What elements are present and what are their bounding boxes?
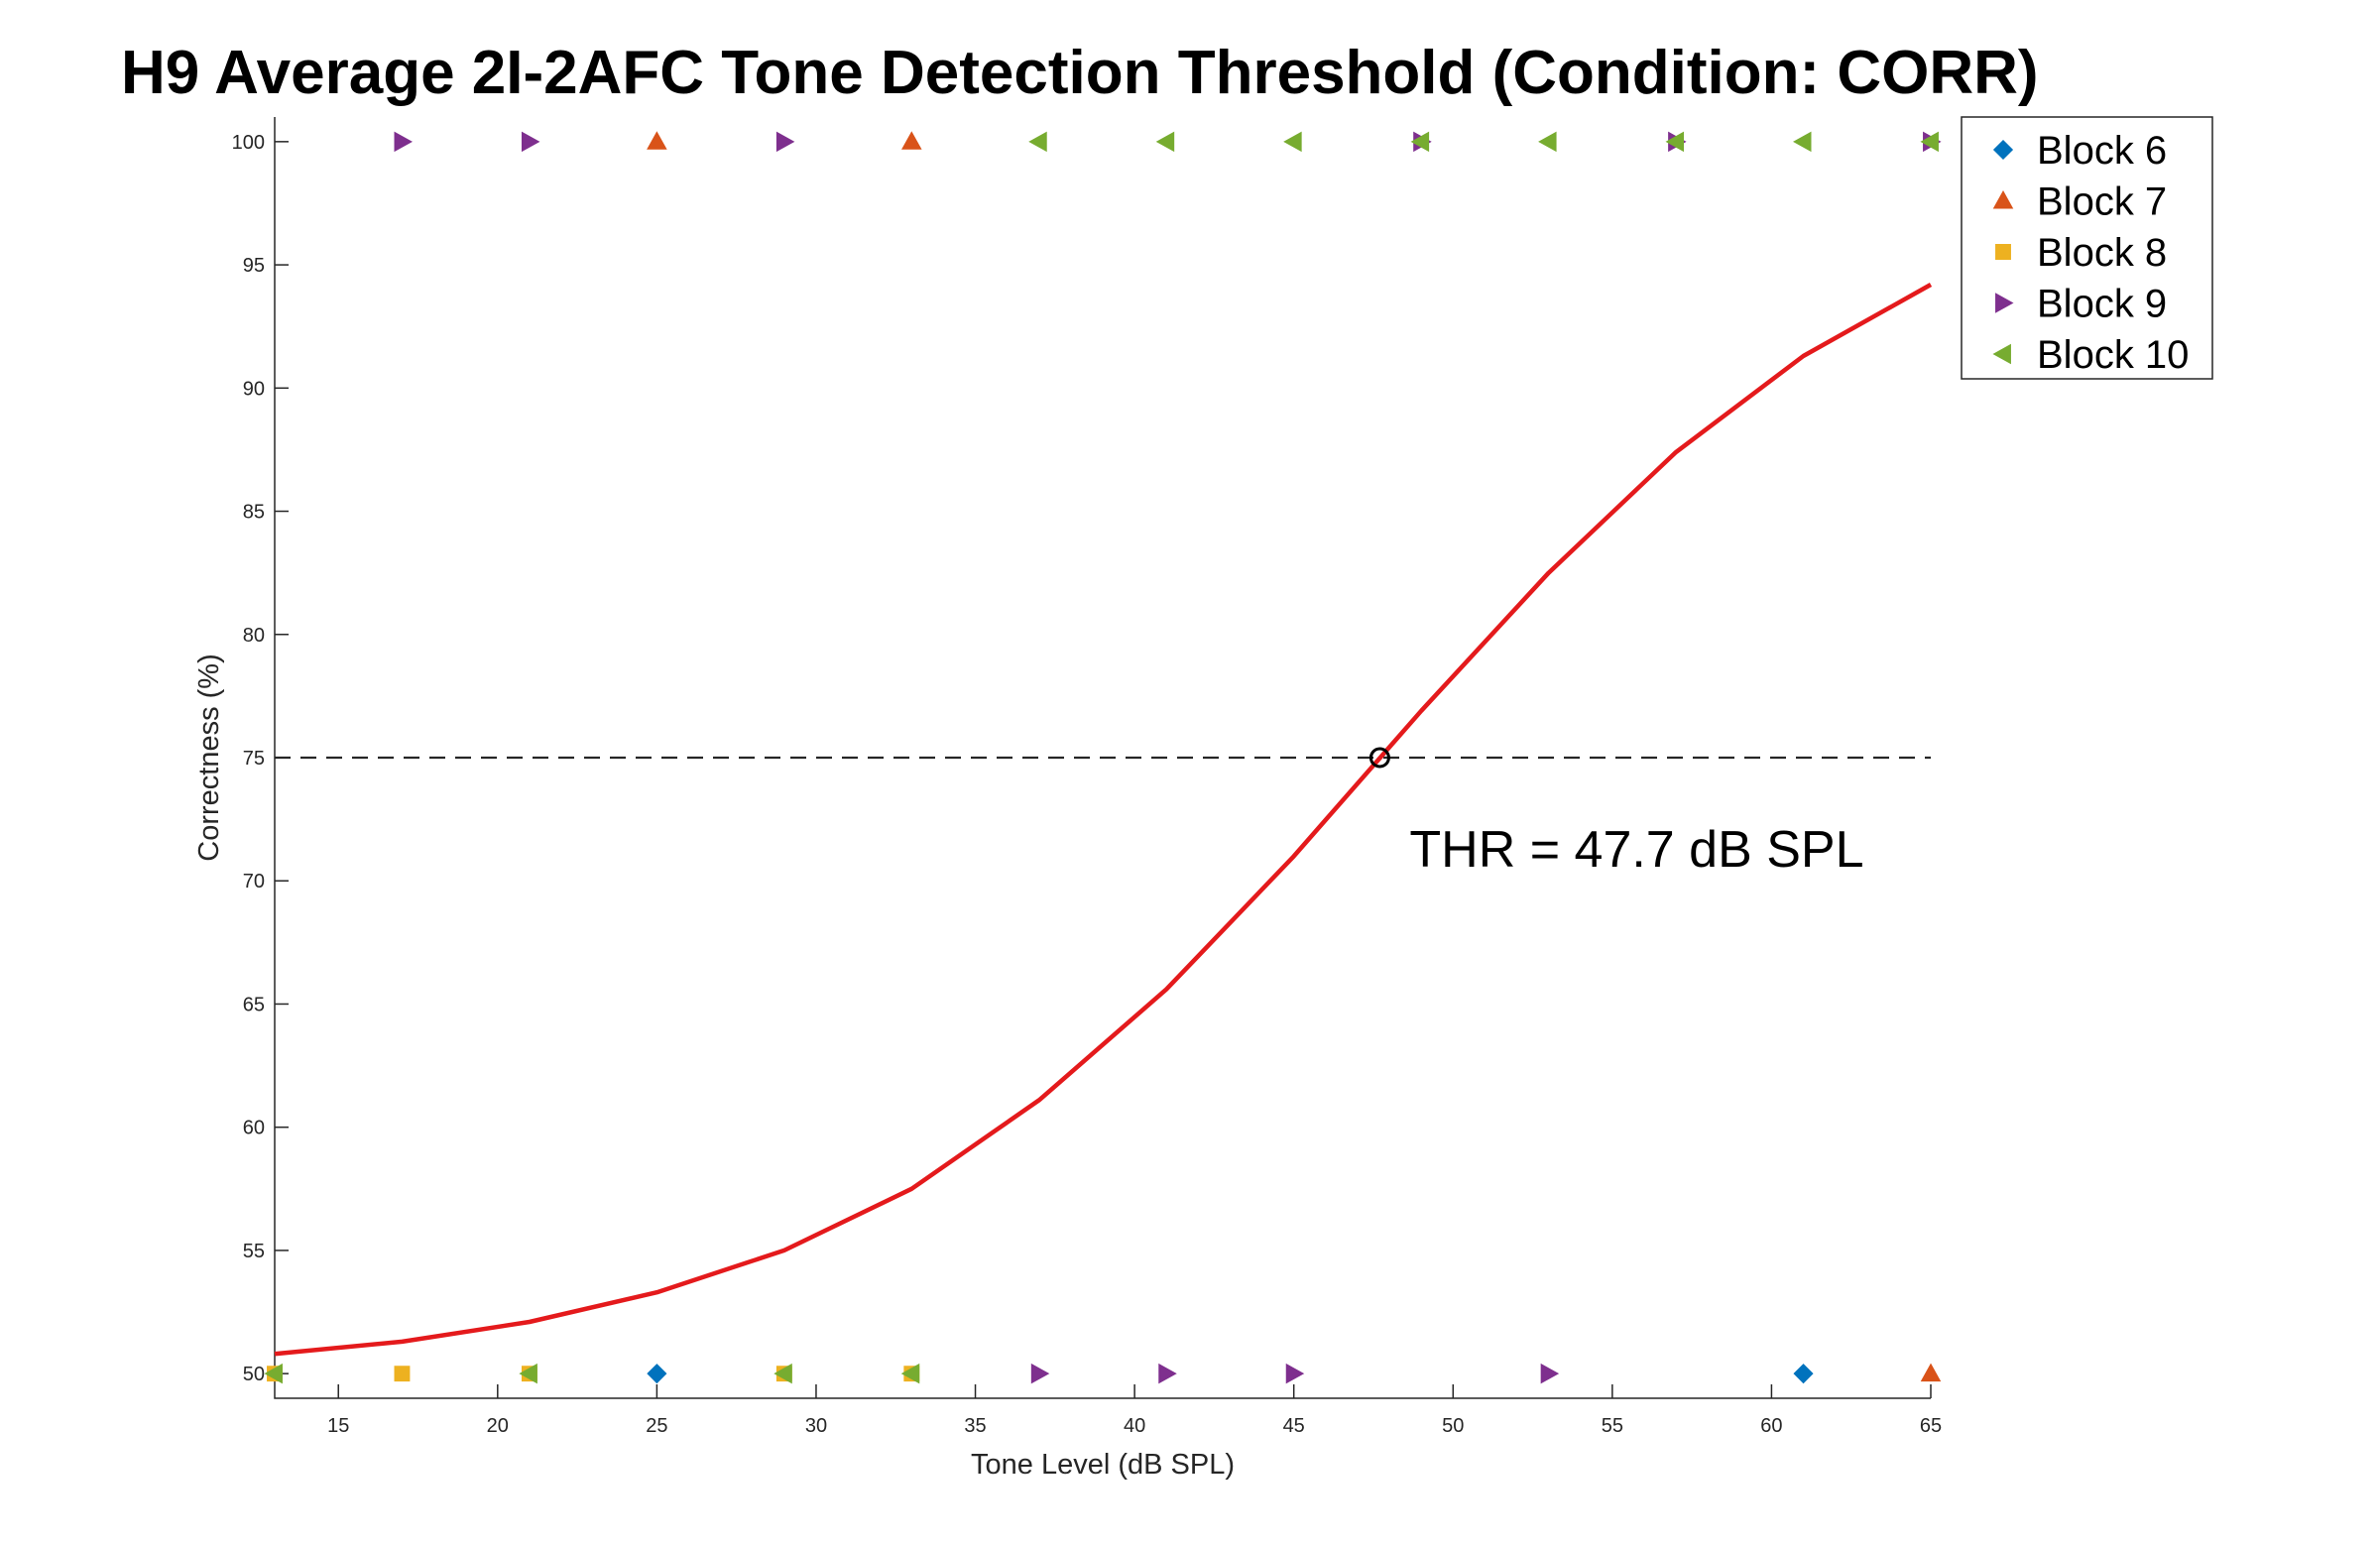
legend-item-block-9[interactable]: Block 9 [1995, 283, 2167, 326]
legend-item-block-7[interactable]: Block 7 [1992, 180, 2167, 224]
y-tick-label: 60 [243, 1118, 265, 1139]
legend-marker [1992, 189, 2014, 209]
annotation-group: THR = 47.7 dB SPL [1368, 747, 1864, 879]
x-axis-label: Tone Level (dB SPL) [971, 1449, 1235, 1481]
data-point [900, 1363, 920, 1384]
data-point [647, 1364, 667, 1384]
legend-item-block-10[interactable]: Block 10 [1992, 333, 2189, 377]
y-tick-label: 50 [243, 1364, 265, 1385]
y-tick-label: 55 [243, 1241, 265, 1262]
legend-label: Block 6 [2037, 129, 2167, 173]
data-point [901, 131, 922, 150]
legend-label: Block 7 [2037, 180, 2167, 224]
data-point [1793, 1364, 1814, 1384]
fit-curve-line [274, 283, 1933, 1357]
data-point [1920, 131, 1939, 153]
y-tick-label: 95 [243, 255, 265, 277]
series-block-8 [267, 1366, 920, 1382]
data-point [519, 1363, 537, 1384]
legend-item-block-8[interactable]: Block 8 [1995, 231, 2167, 275]
legend-marker [1995, 293, 2014, 313]
data-point [1665, 131, 1685, 153]
legend-label: Block 10 [2037, 333, 2189, 377]
data-point [1155, 131, 1175, 153]
x-tick-label: 20 [487, 1415, 509, 1437]
y-tick-label: 90 [243, 378, 265, 400]
x-tick-label: 55 [1602, 1415, 1623, 1437]
legend-item-block-6[interactable]: Block 6 [1992, 129, 2167, 173]
x-tick-label: 50 [1442, 1415, 1464, 1437]
y-axis-label: Correctness (%) [193, 654, 225, 862]
data-point [1540, 1363, 1560, 1384]
data-point [1028, 131, 1047, 153]
axes: 15 20 25 30 35 40 45 50 55 60 65 50 55 60 65 70 75 80 85 90… [232, 117, 1942, 1437]
data-point [1792, 131, 1812, 153]
data-point [1920, 1363, 1942, 1382]
data-point [1030, 1363, 1050, 1384]
y-tick-label: 100 [232, 132, 265, 154]
data-point [394, 1366, 411, 1382]
x-tick-label: 35 [964, 1415, 986, 1437]
x-tick-label: 40 [1124, 1415, 1145, 1437]
x-tick-label: 30 [805, 1415, 827, 1437]
axis-frame [274, 117, 1931, 1399]
threshold-annotation: THR = 47.7 dB SPL [1409, 821, 1863, 879]
legend-label: Block 8 [2037, 231, 2167, 275]
x-tick-label: 25 [646, 1415, 667, 1437]
data-point [647, 131, 667, 150]
series-block-10 [264, 131, 1939, 1384]
legend-marker [1992, 139, 2014, 161]
data-point [264, 1363, 283, 1384]
fit-curve-group [274, 283, 1933, 1357]
data-point [1158, 1363, 1177, 1384]
legend-label: Block 9 [2037, 283, 2167, 326]
y-tick-label: 75 [243, 748, 265, 770]
data-point [1285, 1363, 1305, 1384]
data-points [264, 131, 1942, 1384]
threshold-marker [1368, 747, 1390, 769]
legend[interactable]: Block 6 Block 7 Block 8 Block 9 Block 10 [1961, 116, 2213, 380]
data-point [1538, 131, 1557, 153]
y-tick-label: 70 [243, 871, 265, 893]
chart-title: H9 Average 2I-2AFC Tone Detection Thresh… [121, 39, 2039, 107]
series-block-6 [647, 1364, 1814, 1384]
y-tick-label: 85 [243, 502, 265, 524]
data-point [1283, 131, 1302, 153]
legend-marker [1995, 244, 2011, 260]
data-point [1410, 131, 1430, 153]
x-tick-label: 15 [327, 1415, 349, 1437]
y-tick-label: 80 [243, 625, 265, 647]
data-point [521, 131, 540, 153]
series-block-7 [647, 131, 1942, 1382]
legend-marker [1992, 343, 2011, 365]
data-point [394, 131, 414, 153]
y-tick-label: 65 [243, 994, 265, 1015]
x-tick-label: 65 [1920, 1415, 1942, 1437]
data-point [775, 131, 795, 153]
x-tick-label: 45 [1283, 1415, 1305, 1437]
x-tick-label: 60 [1760, 1415, 1782, 1437]
data-point [774, 1363, 792, 1384]
